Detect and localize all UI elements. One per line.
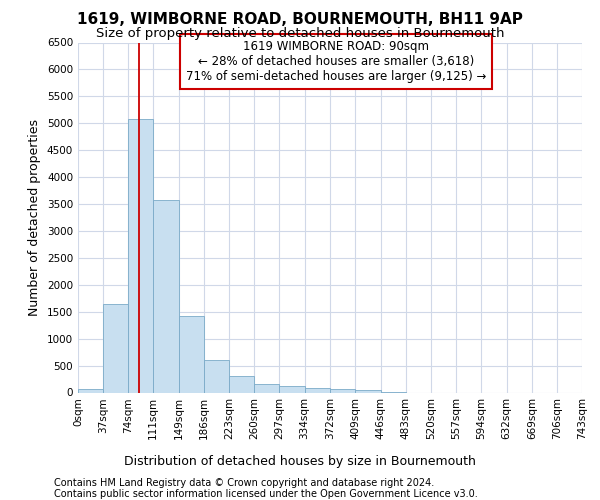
Bar [331,390,355,392]
Text: 1619 WIMBORNE ROAD: 90sqm
← 28% of detached houses are smaller (3,618)
71% of se: 1619 WIMBORNE ROAD: 90sqm ← 28% of detac… [185,40,486,83]
Text: Distribution of detached houses by size in Bournemouth: Distribution of detached houses by size … [124,455,476,468]
Bar [280,386,305,392]
Bar [305,388,331,392]
Text: Size of property relative to detached houses in Bournemouth: Size of property relative to detached ho… [96,28,504,40]
Bar [153,200,179,392]
Text: 1619, WIMBORNE ROAD, BOURNEMOUTH, BH11 9AP: 1619, WIMBORNE ROAD, BOURNEMOUTH, BH11 9… [77,12,523,28]
Bar [179,316,204,392]
Text: Contains HM Land Registry data © Crown copyright and database right 2024.: Contains HM Land Registry data © Crown c… [54,478,434,488]
Bar [128,119,153,392]
Bar [103,304,128,392]
Bar [229,376,254,392]
Bar [254,384,280,392]
Y-axis label: Number of detached properties: Number of detached properties [28,119,41,316]
Bar [78,390,103,392]
Bar [204,360,229,392]
Bar [355,390,380,392]
Text: Contains public sector information licensed under the Open Government Licence v3: Contains public sector information licen… [54,489,478,499]
